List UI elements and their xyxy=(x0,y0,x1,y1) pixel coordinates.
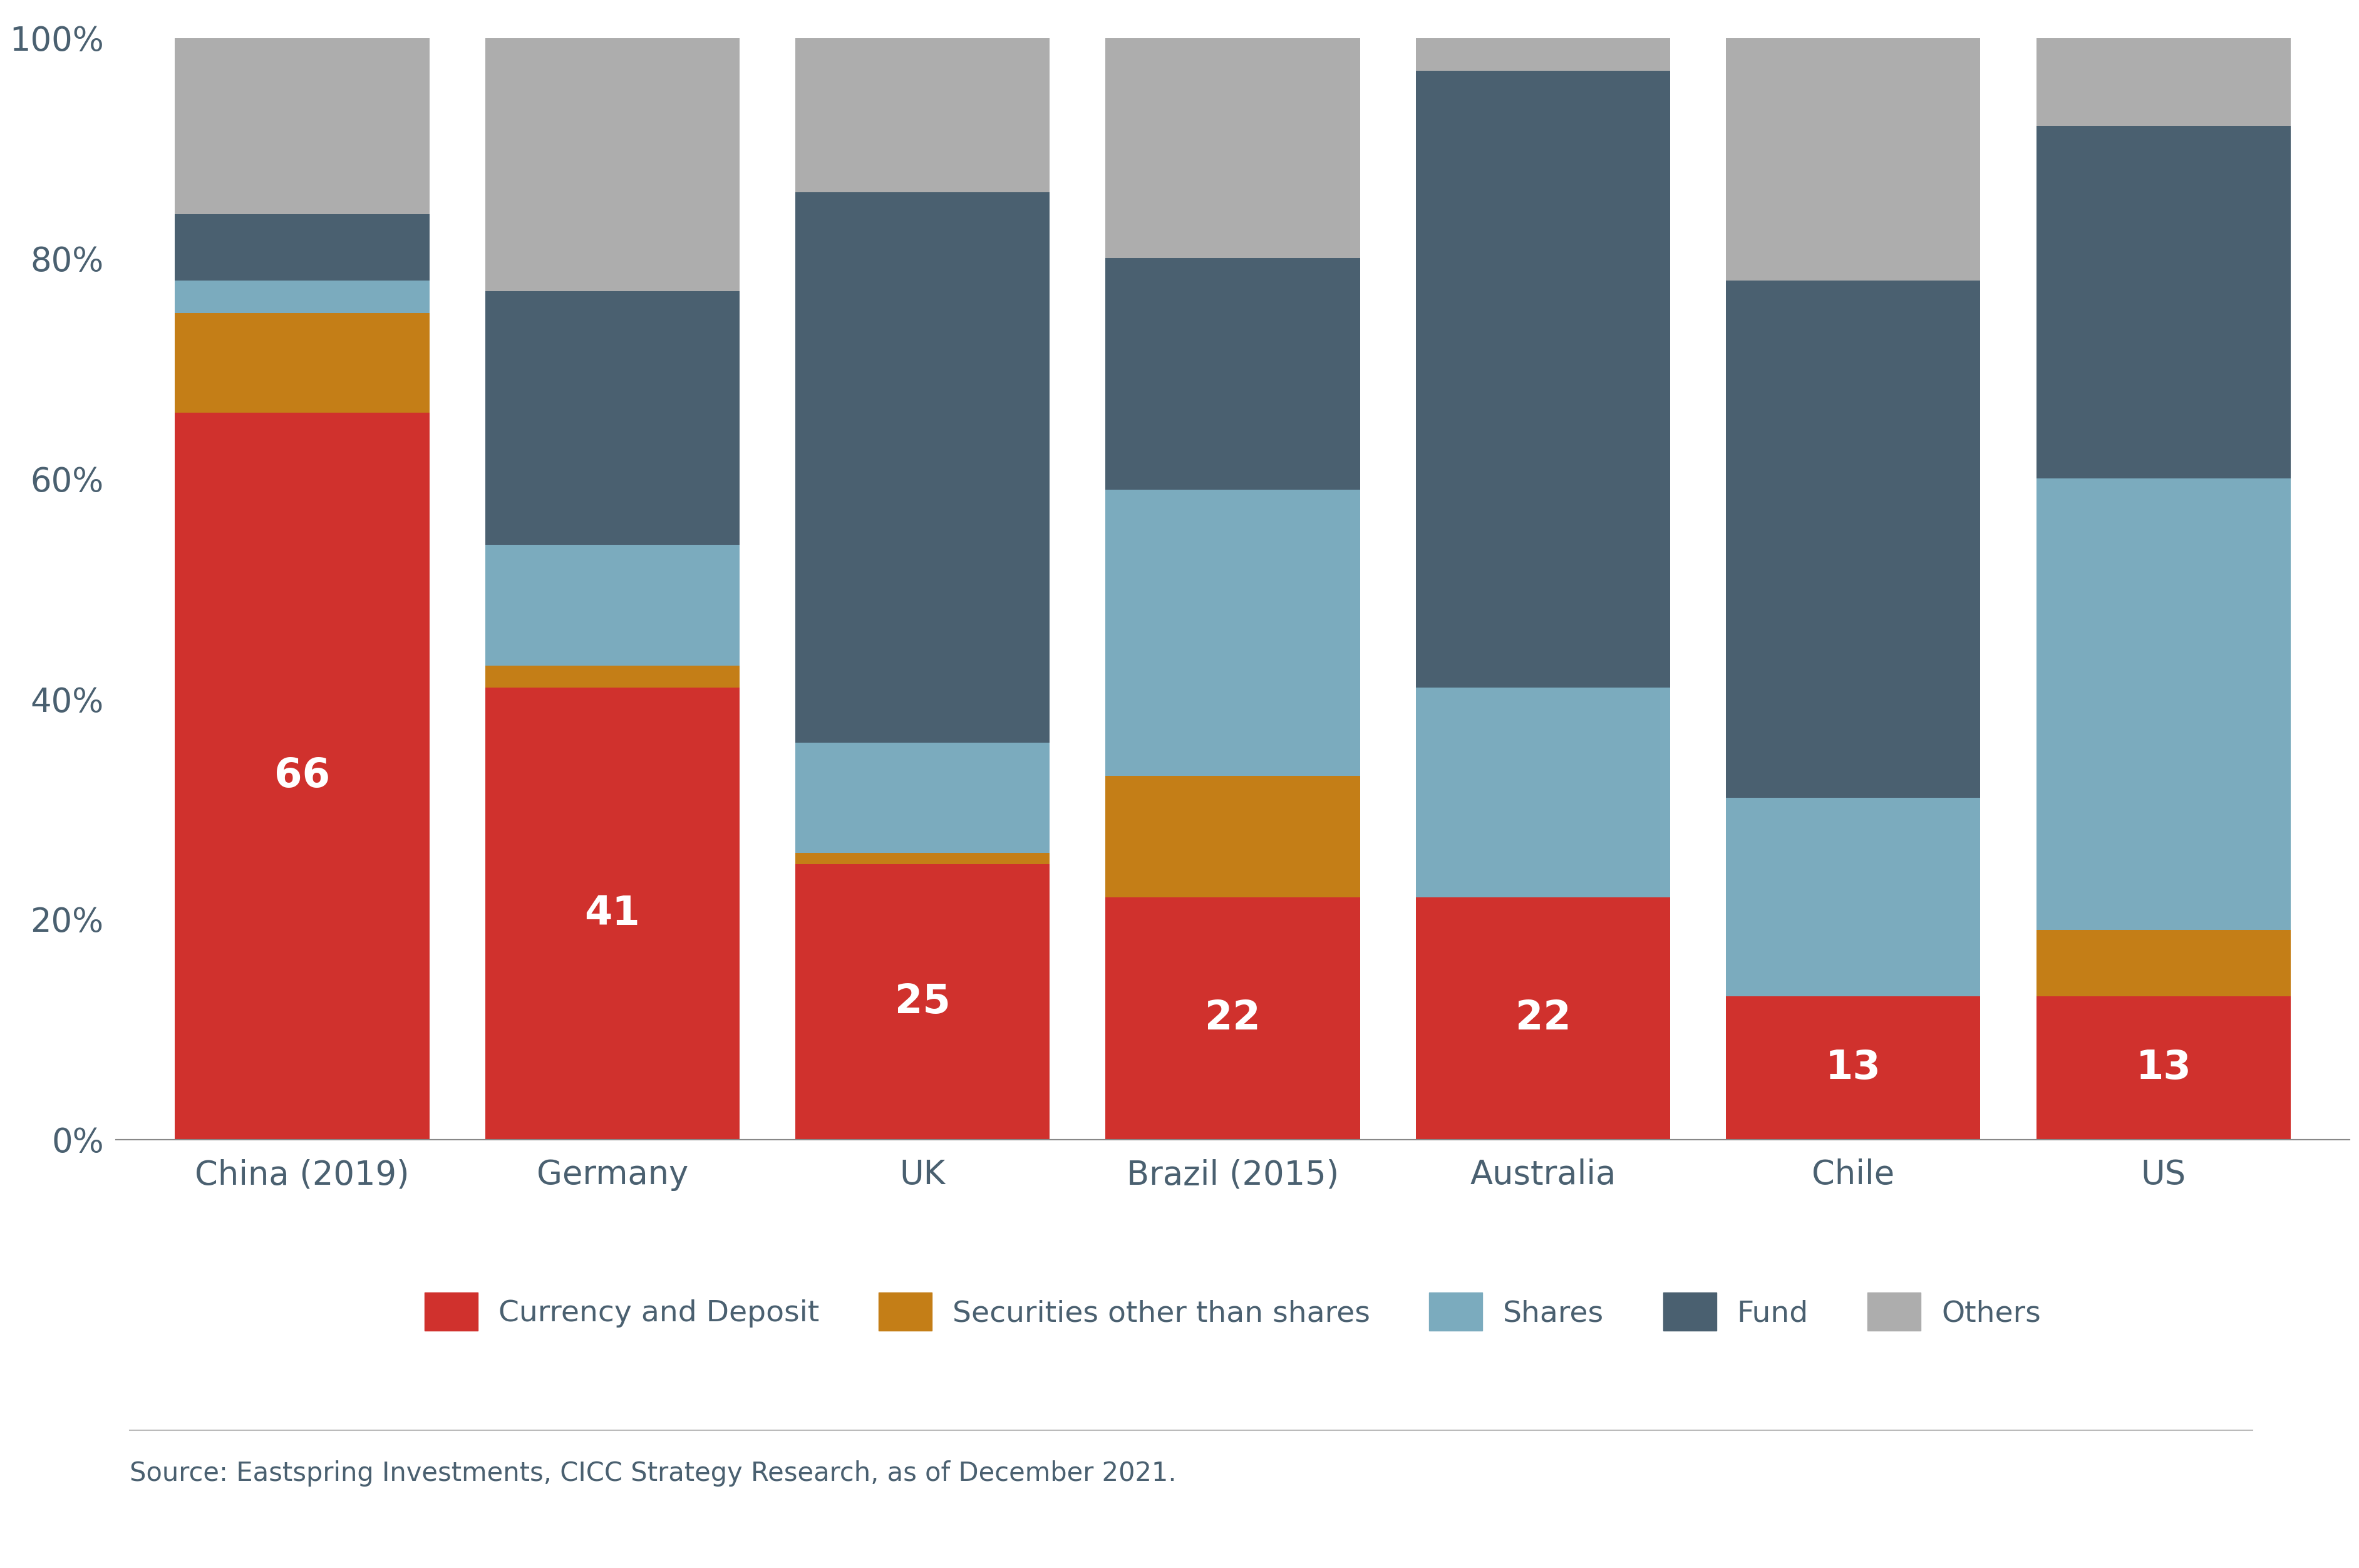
Bar xyxy=(1415,71,1670,688)
Bar xyxy=(1415,688,1670,897)
Bar xyxy=(486,666,738,688)
Text: 66: 66 xyxy=(274,756,330,795)
Bar xyxy=(795,864,1050,1140)
Bar xyxy=(1415,897,1670,1140)
Bar xyxy=(1727,38,1982,281)
Bar xyxy=(486,544,738,666)
Bar xyxy=(795,38,1050,193)
Text: 13: 13 xyxy=(1826,1049,1880,1087)
Text: 13: 13 xyxy=(2135,1049,2192,1087)
Text: 41: 41 xyxy=(585,894,639,933)
Bar xyxy=(175,215,429,281)
Text: 25: 25 xyxy=(894,983,951,1021)
Bar xyxy=(1727,798,1982,996)
Bar xyxy=(1727,281,1982,798)
Bar xyxy=(175,412,429,1140)
Bar xyxy=(795,193,1050,743)
Bar xyxy=(1106,38,1361,259)
Bar xyxy=(175,314,429,412)
Bar xyxy=(1106,489,1361,776)
Bar xyxy=(486,38,738,292)
Bar xyxy=(486,292,738,544)
Bar xyxy=(486,688,738,1140)
Bar xyxy=(2036,125,2291,478)
Bar xyxy=(1415,38,1670,71)
Bar xyxy=(2036,38,2291,125)
Bar xyxy=(2036,996,2291,1140)
Legend: Currency and Deposit, Securities other than shares, Shares, Fund, Others: Currency and Deposit, Securities other t… xyxy=(413,1281,2052,1342)
Bar xyxy=(1106,259,1361,489)
Bar xyxy=(2036,478,2291,930)
Bar xyxy=(795,743,1050,853)
Bar xyxy=(1106,776,1361,897)
Text: Source: Eastspring Investments, CICC Strategy Research, as of December 2021.: Source: Eastspring Investments, CICC Str… xyxy=(130,1460,1177,1486)
Text: 22: 22 xyxy=(1205,999,1260,1038)
Bar xyxy=(2036,930,2291,996)
Bar xyxy=(175,281,429,314)
Bar xyxy=(1727,996,1982,1140)
Bar xyxy=(175,38,429,215)
Text: 22: 22 xyxy=(1514,999,1571,1038)
Bar xyxy=(1106,897,1361,1140)
Bar xyxy=(795,853,1050,864)
